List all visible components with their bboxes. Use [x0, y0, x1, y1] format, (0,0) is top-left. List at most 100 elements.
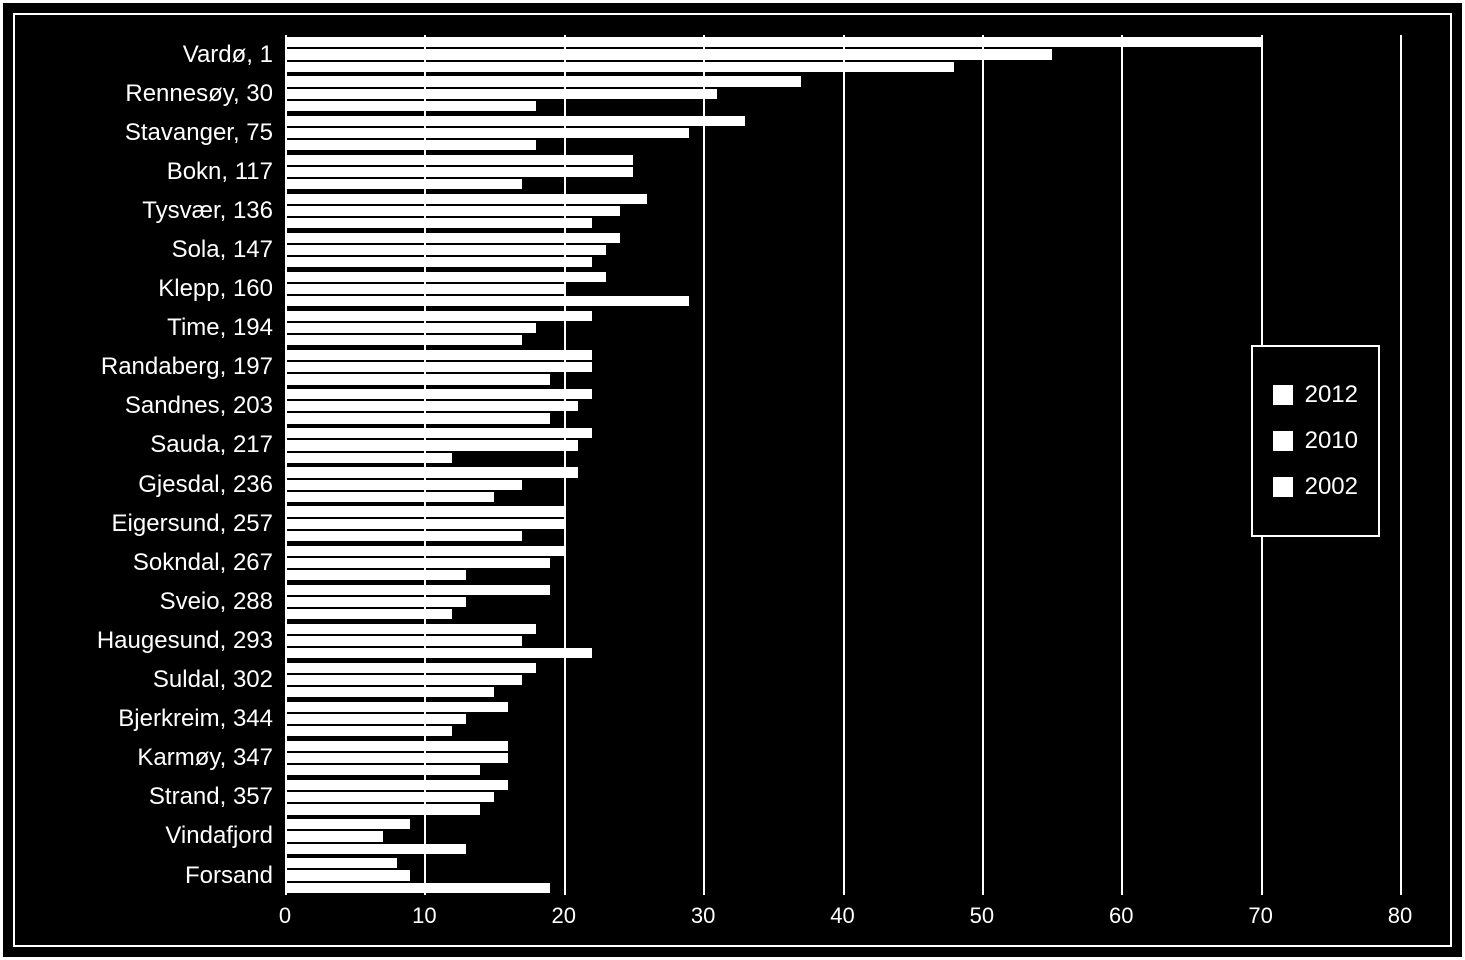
bar-2012 [285, 76, 801, 86]
plot-area: 01020304050607080 Vardø, 1Rennesøy, 30St… [285, 35, 1400, 895]
legend-item: 2002 [1273, 473, 1358, 501]
chart-rows: Vardø, 1Rennesøy, 30Stavanger, 75Bokn, 1… [285, 35, 1400, 895]
x-tick-label: 80 [1388, 903, 1412, 929]
x-tick-label: 20 [552, 903, 576, 929]
bar-group [285, 311, 1400, 345]
bar-2010 [285, 206, 620, 216]
bar-2002 [285, 296, 689, 306]
bar-group [285, 624, 1400, 658]
bar-2002 [285, 726, 452, 736]
bar-group [285, 428, 1400, 462]
category-label: Haugesund, 293 [97, 627, 285, 655]
x-tick-label: 40 [830, 903, 854, 929]
chart-outer-frame: 01020304050607080 Vardø, 1Rennesøy, 30St… [0, 0, 1465, 960]
bar-group [285, 546, 1400, 580]
x-tick-label: 60 [1109, 903, 1133, 929]
bar-2010 [285, 323, 536, 333]
legend-item: 2010 [1273, 427, 1358, 455]
table-row: Forsand [285, 856, 1400, 895]
bar-2012 [285, 467, 578, 477]
category-label: Eigersund, 257 [112, 510, 285, 538]
category-label: Bokn, 117 [167, 158, 285, 186]
bar-2002 [285, 765, 480, 775]
bar-2002 [285, 218, 592, 228]
category-label: Bjerkreim, 344 [118, 705, 285, 733]
bar-2002 [285, 570, 466, 580]
bar-2002 [285, 687, 494, 697]
bar-2002 [285, 335, 522, 345]
table-row: Stavanger, 75 [285, 113, 1400, 152]
bar-2010 [285, 519, 564, 529]
bar-group [285, 272, 1400, 306]
bar-2012 [285, 311, 592, 321]
bar-2002 [285, 140, 536, 150]
bar-group [285, 467, 1400, 501]
bar-2012 [285, 233, 620, 243]
bar-2012 [285, 194, 647, 204]
bar-group [285, 350, 1400, 384]
bar-group [285, 819, 1400, 853]
bar-2002 [285, 453, 452, 463]
category-label: Vardø, 1 [183, 41, 285, 69]
table-row: Bokn, 117 [285, 152, 1400, 191]
table-row: Suldal, 302 [285, 661, 1400, 700]
bar-2002 [285, 804, 480, 814]
table-row: Sauda, 217 [285, 426, 1400, 465]
bar-2002 [285, 492, 494, 502]
bar-2002 [285, 609, 452, 619]
bar-2010 [285, 89, 717, 99]
bar-group [285, 741, 1400, 775]
bar-2012 [285, 428, 592, 438]
x-tick-label: 30 [691, 903, 715, 929]
gridline [1400, 35, 1402, 895]
bar-2010 [285, 49, 1052, 59]
category-label: Rennesøy, 30 [125, 80, 285, 108]
bar-2010 [285, 831, 383, 841]
legend-swatch [1273, 431, 1293, 451]
bar-2010 [285, 597, 466, 607]
chart-inner-frame: 01020304050607080 Vardø, 1Rennesøy, 30St… [13, 13, 1452, 947]
legend-label: 2002 [1305, 473, 1358, 501]
bar-2012 [285, 116, 745, 126]
category-label: Karmøy, 347 [137, 744, 285, 772]
bar-2002 [285, 257, 592, 267]
bar-group [285, 194, 1400, 228]
bar-2002 [285, 844, 466, 854]
legend-label: 2010 [1305, 427, 1358, 455]
bar-2012 [285, 37, 1261, 47]
table-row: Rennesøy, 30 [285, 74, 1400, 113]
bar-2012 [285, 819, 410, 829]
category-label: Stavanger, 75 [125, 119, 285, 147]
bar-group [285, 506, 1400, 540]
category-label: Klepp, 160 [158, 275, 285, 303]
table-row: Klepp, 160 [285, 270, 1400, 309]
bar-2002 [285, 179, 522, 189]
bar-2012 [285, 546, 564, 556]
x-tick-label: 50 [970, 903, 994, 929]
category-label: Randaberg, 197 [101, 353, 285, 381]
legend-swatch [1273, 477, 1293, 497]
bar-2012 [285, 155, 633, 165]
bar-2002 [285, 413, 550, 423]
table-row: Vindafjord [285, 817, 1400, 856]
bar-2010 [285, 558, 550, 568]
bar-2010 [285, 362, 592, 372]
bar-2002 [285, 883, 550, 893]
bar-2012 [285, 780, 508, 790]
bar-group [285, 858, 1400, 892]
legend-item: 2012 [1273, 381, 1358, 409]
bar-group [285, 76, 1400, 110]
table-row: Sola, 147 [285, 230, 1400, 269]
table-row: Eigersund, 257 [285, 504, 1400, 543]
bar-2010 [285, 792, 494, 802]
category-label: Sokndal, 267 [133, 549, 285, 577]
bar-group [285, 585, 1400, 619]
table-row: Strand, 357 [285, 778, 1400, 817]
table-row: Gjesdal, 236 [285, 465, 1400, 504]
table-row: Karmøy, 347 [285, 739, 1400, 778]
category-label: Sauda, 217 [150, 431, 285, 459]
category-label: Tysvær, 136 [142, 197, 285, 225]
table-row: Vardø, 1 [285, 35, 1400, 74]
bar-group [285, 233, 1400, 267]
bar-2002 [285, 531, 522, 541]
